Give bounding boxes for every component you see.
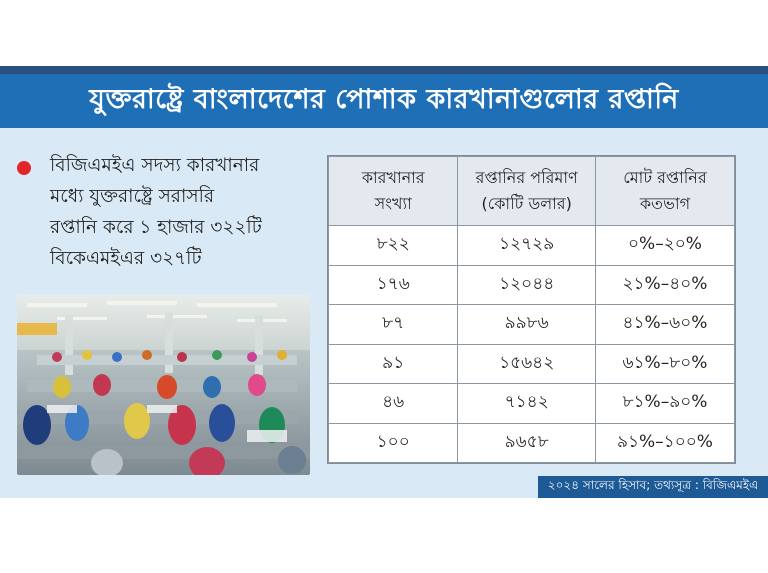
cell-export-amount: ১২০৪৪: [457, 264, 596, 305]
cell-export-share: ৬১%–৮০%: [594, 343, 736, 384]
header-line: রপ্তানির পরিমাণ: [475, 168, 578, 187]
bullet-dot-icon: [17, 161, 31, 175]
header-line: (কোটি ডলার): [481, 194, 572, 213]
data-table: কারখানার সংখ্যা রপ্তানির পরিমাণ (কোটি ডল…: [327, 156, 736, 463]
garment-factory-image: [17, 295, 310, 475]
header-banner: যুক্তরাষ্ট্রে বাংলাদেশের পোশাক কারখানাগু…: [0, 74, 768, 128]
cell-factory-count: ৮৭: [327, 304, 459, 345]
cell-factory-count: ৯১: [327, 343, 459, 384]
bullet-line: রপ্তানি করে ১ হাজার ৩২২টি: [50, 217, 262, 238]
top-rule: [0, 66, 768, 74]
bullet-text: বিজিএমইএ সদস্য কারখানার মধ্যে যুক্তরাষ্ট…: [50, 150, 300, 274]
table-row: ৪৬ ৭১৪২ ৮১%–৯০%: [327, 383, 736, 424]
cell-export-share: ৮১%–৯০%: [594, 383, 736, 424]
header-export-share: মোট রপ্তানির কতভাগ: [594, 156, 736, 226]
table-row: ৯১ ১৫৬৪২ ৬১%–৮০%: [327, 343, 736, 384]
table-row: ১৭৬ ১২০৪৪ ২১%–৪০%: [327, 264, 736, 305]
bullet-line: বিকেএমইএর ৩২৭টি: [50, 248, 202, 269]
cell-factory-count: ১০০: [327, 422, 459, 463]
cell-export-amount: ৯৬৫৮: [457, 422, 596, 463]
table-row: ৮২২ ১২৭২৯ ০%–২০%: [327, 225, 736, 266]
header-line: সংখ্যা: [374, 194, 412, 213]
header-line: মোট রপ্তানির: [623, 168, 707, 187]
source-credit: ২০২৪ সালের হিসাব; তথ্যসূত্র : বিজিএমইএ: [538, 476, 768, 498]
cell-factory-count: ৮২২: [327, 225, 459, 266]
header-factory-count: কারখানার সংখ্যা: [327, 156, 459, 226]
cell-export-amount: ১২৭২৯: [457, 225, 596, 266]
factory-photo: [17, 295, 310, 475]
header-line: কতভাগ: [639, 194, 691, 213]
table-header-row: কারখানার সংখ্যা রপ্তানির পরিমাণ (কোটি ডল…: [327, 156, 736, 226]
cell-export-amount: ৯৯৮৬: [457, 304, 596, 345]
cell-export-share: ৯১%–১০০%: [594, 422, 736, 463]
bullet-line: মধ্যে যুক্তরাষ্ট্রে সরাসরি: [50, 186, 215, 207]
cell-export-share: ৪১%–৬০%: [594, 304, 736, 345]
bullet-line: বিজিএমইএ সদস্য কারখানার: [50, 155, 260, 176]
cell-export-share: ২১%–৪০%: [594, 264, 736, 305]
table-row: ৮৭ ৯৯৮৬ ৪১%–৬০%: [327, 304, 736, 345]
export-table: কারখানার সংখ্যা রপ্তানির পরিমাণ (কোটি ডল…: [327, 155, 736, 464]
table-row: ১০০ ৯৬৫৮ ৯১%–১০০%: [327, 422, 736, 463]
header-line: কারখানার: [361, 168, 425, 187]
cell-factory-count: ১৭৬: [327, 264, 459, 305]
source-text: ২০২৪ সালের হিসাব; তথ্যসূত্র : বিজিএমইএ: [547, 478, 759, 492]
cell-export-amount: ১৫৬৪২: [457, 343, 596, 384]
header-title: যুক্তরাষ্ট্রে বাংলাদেশের পোশাক কারখানাগু…: [89, 83, 679, 115]
cell-export-amount: ৭১৪২: [457, 383, 596, 424]
cell-export-share: ০%–২০%: [594, 225, 736, 266]
cell-factory-count: ৪৬: [327, 383, 459, 424]
header-export-amount: রপ্তানির পরিমাণ (কোটি ডলার): [457, 156, 596, 226]
